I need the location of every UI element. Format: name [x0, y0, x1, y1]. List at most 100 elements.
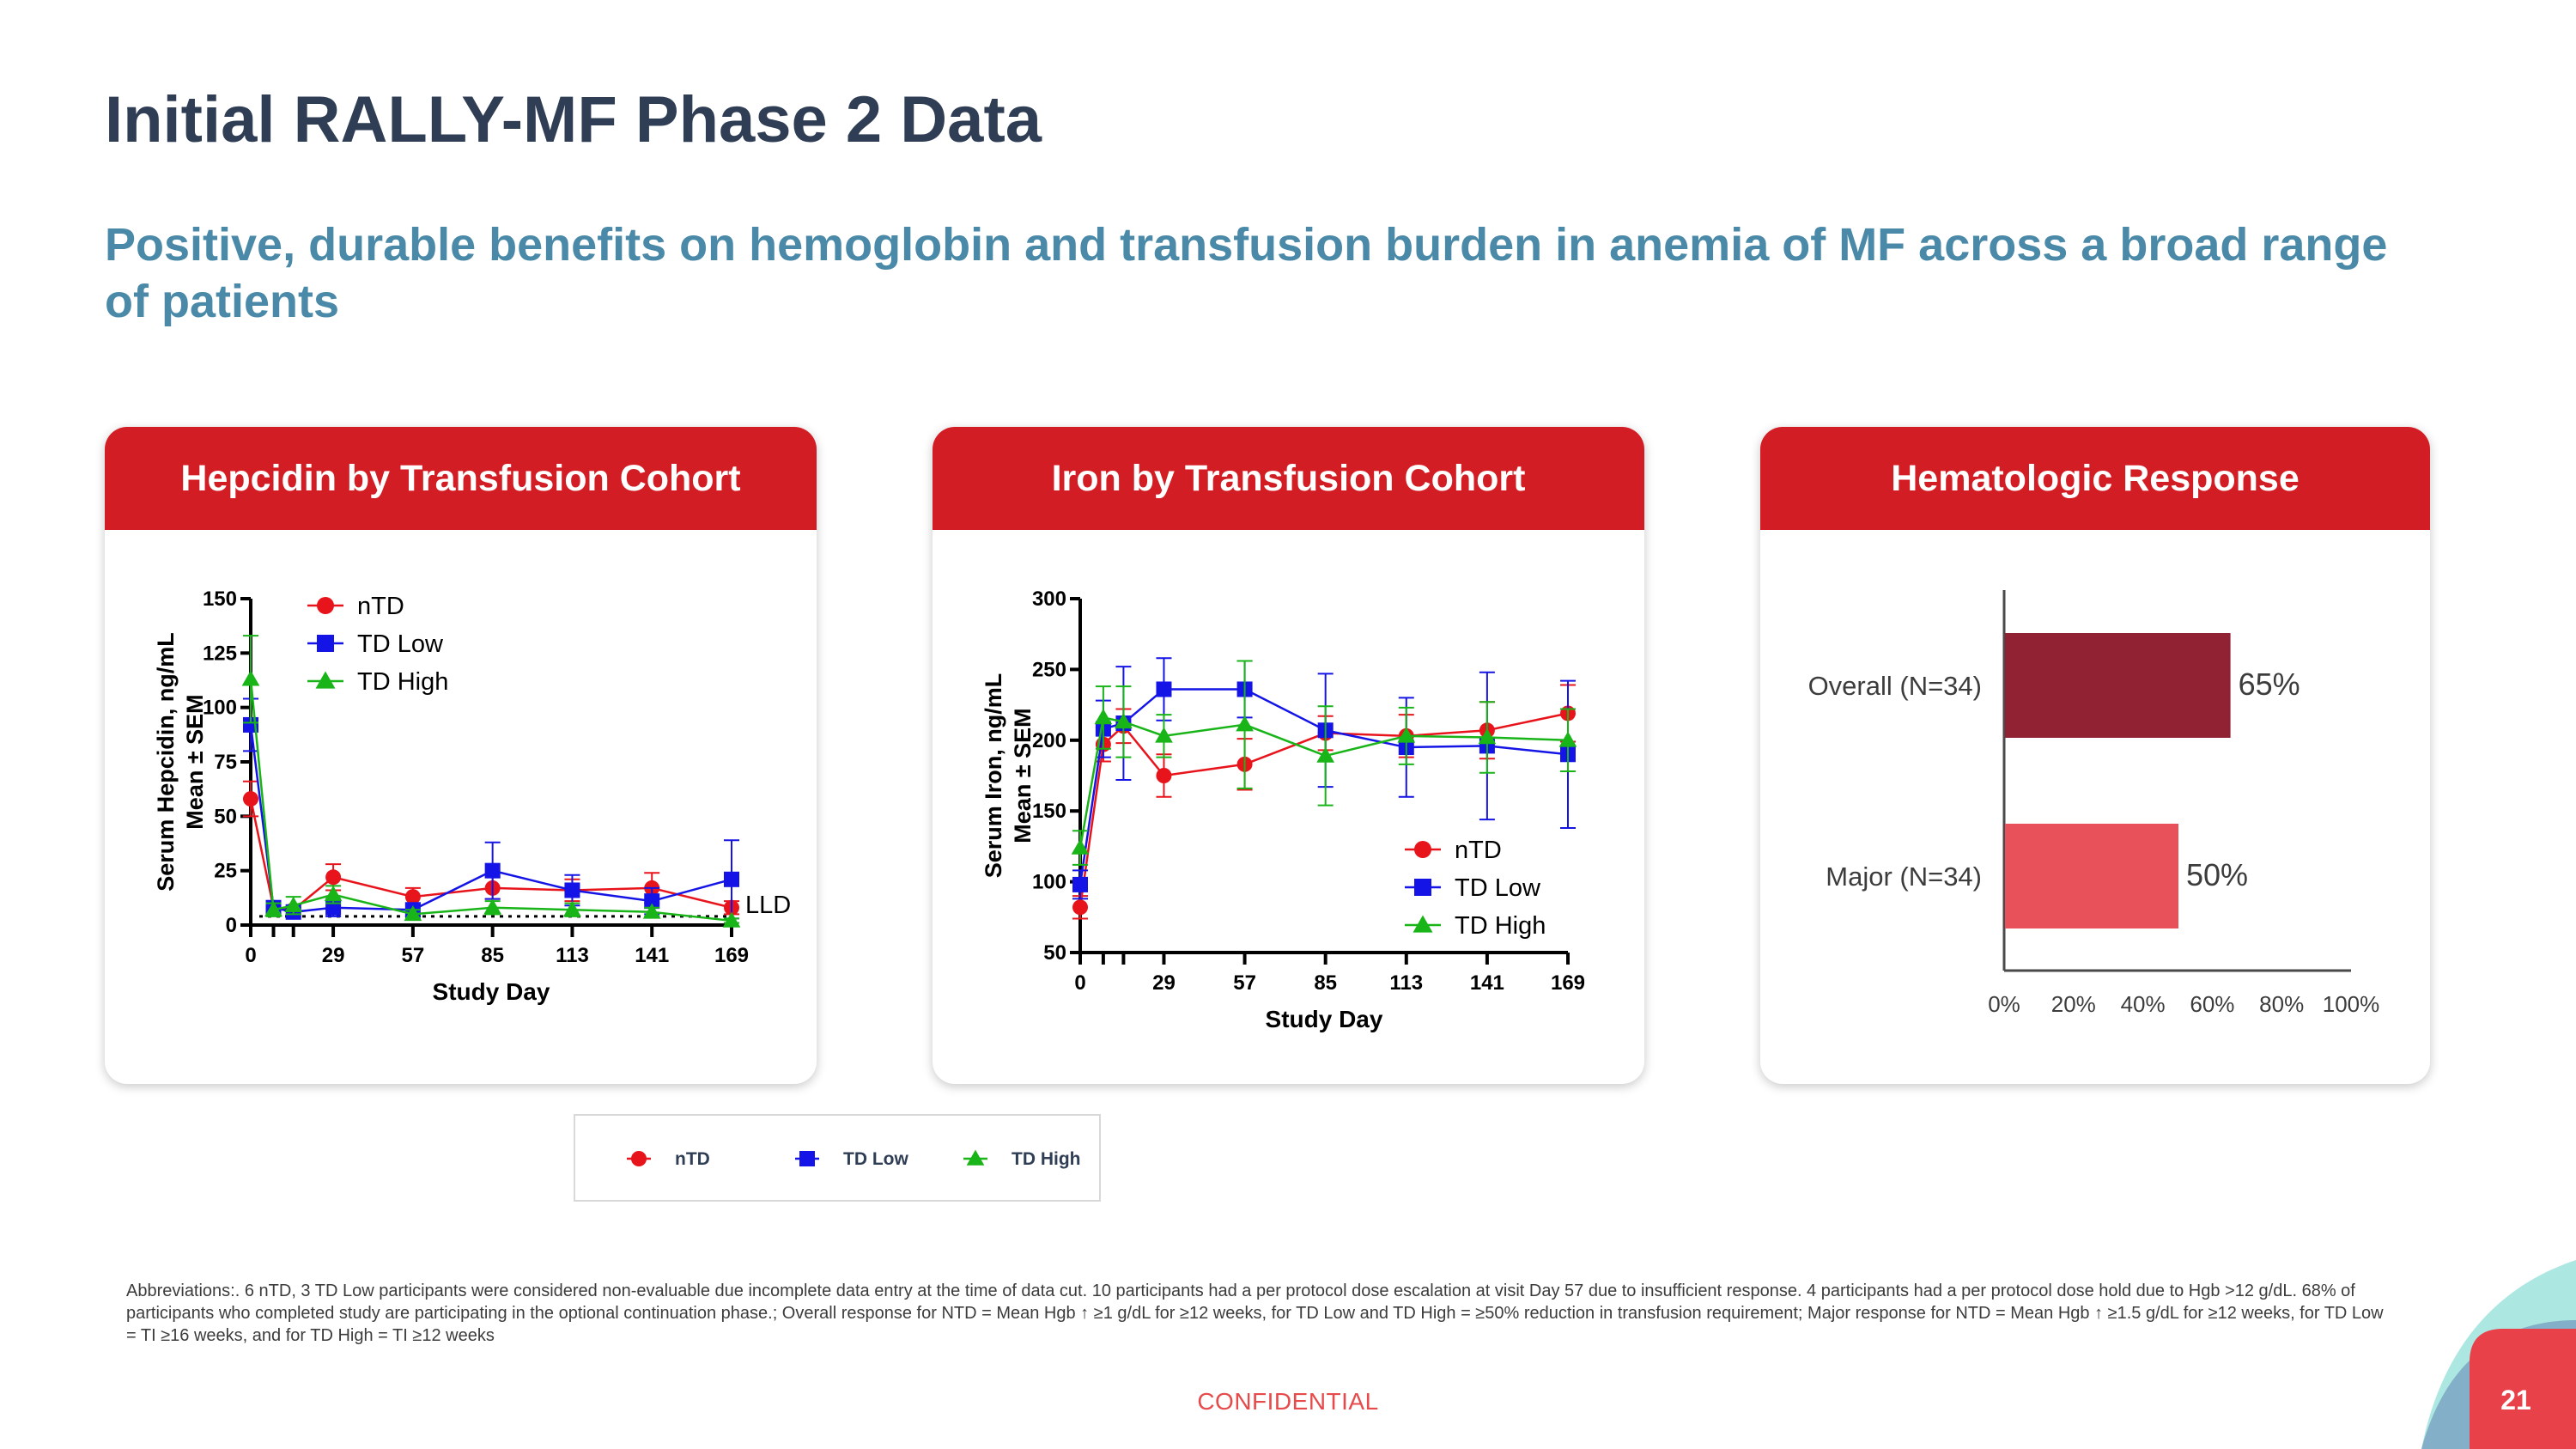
response-x-tick-label: 20% [2051, 991, 2096, 1017]
hepcidin-y-axis-label: Serum Hepcidin, ng/mL [153, 632, 179, 892]
response-major-n-34-category-label: Major (N=34) [1826, 861, 1982, 892]
hepcidin-x-tick-label: 169 [714, 944, 749, 967]
hepcidin-legend-td-high-label: TD High [357, 668, 448, 696]
legend-ntd-label: nTD [675, 1149, 710, 1169]
response-card: Hematologic Response Overall (N=34) 65% Ma… [1760, 427, 2430, 1084]
iron-legend-td-low-marker [1414, 879, 1431, 896]
iron-legend-ntd-marker [1414, 841, 1431, 858]
iron-td-high-point [1094, 709, 1113, 725]
confidential-label: CONFIDENTIAL [1197, 1388, 1379, 1415]
legend-td-high-marker [966, 1149, 985, 1166]
hepcidin-ntd-point [404, 889, 421, 905]
hepcidin-td-high-point [483, 898, 502, 915]
hepcidin-y-tick-label: 50 [214, 805, 237, 828]
hepcidin-td-high-point [324, 886, 343, 902]
hepcidin-legend-ntd-marker [317, 597, 334, 614]
corner-decoration [2421, 1260, 2576, 1449]
iron-y-tick-label: 200 [1032, 729, 1066, 752]
hepcidin-chart: 0 25 50 75 100 125 150 0 29 57 85 113 141 169 Study Da… [153, 588, 791, 1005]
iron-td-high-point [1558, 731, 1577, 747]
iron-y-tick-label: 150 [1032, 800, 1066, 823]
corner-red-shape [2470, 1329, 2576, 1449]
iron-y-tick-label: 300 [1032, 588, 1066, 611]
iron-td-high-point [1397, 727, 1416, 743]
iron-legend-td-high-marker [1413, 915, 1433, 933]
iron-legend-td-low-label: TD Low [1455, 874, 1541, 902]
response-major-n-34-data-label: 50% [2186, 857, 2248, 892]
hepcidin-x-tick-label: 29 [322, 944, 345, 967]
iron-x-tick-label: 29 [1152, 971, 1176, 995]
hepcidin-td-low-point [564, 882, 580, 898]
hepcidin-td-low-point [724, 871, 739, 887]
response-x-tick-label: 100% [2323, 991, 2380, 1017]
hepcidin-legend-td-low-label: TD Low [357, 630, 444, 658]
hepcidin-y-tick-label: 25 [214, 860, 237, 883]
response-x-tick-label: 80% [2259, 991, 2304, 1017]
hepcidin-y-tick-label: 75 [214, 751, 237, 774]
hepcidin-x-tick-label: 0 [245, 944, 256, 967]
iron-y-tick-label: 50 [1043, 941, 1066, 965]
hepcidin-x-tick-label: 141 [635, 944, 669, 967]
iron-x-tick-label: 57 [1233, 971, 1256, 995]
hepcidin-ntd-point [243, 791, 258, 807]
page-number: 21 [2500, 1385, 2531, 1416]
legend-td-high-label: TD High [1012, 1149, 1080, 1169]
hepcidin-x-tick-label: 85 [481, 944, 504, 967]
iron-td-high-point [1071, 838, 1090, 855]
hepcidin-y-tick-label: 125 [203, 642, 237, 665]
shared-legend-graphic: nTD TD Low TD High [627, 1149, 1080, 1169]
iron-y-tick-label: 100 [1032, 871, 1066, 894]
hepcidin-td-high-point [264, 900, 283, 917]
hepcidin-td-high-point [722, 911, 741, 928]
iron-td-high-point [1316, 746, 1335, 763]
iron-td-high-point [1478, 728, 1497, 745]
iron-x-tick-label: 0 [1074, 971, 1085, 995]
page-subtitle: Positive, durable benefits on hemoglobin… [105, 219, 2388, 327]
response-overall-n-34-bar [2005, 633, 2231, 738]
iron-x-tick-label: 113 [1389, 971, 1423, 995]
hepcidin-y-tick-label: 150 [203, 588, 237, 611]
iron-td-low-point [1072, 876, 1088, 892]
hepcidin-ntd-point [325, 869, 342, 886]
hepcidin-legend-td-high-marker [315, 671, 336, 689]
response-x-tick-label: 60% [2190, 991, 2234, 1017]
iron-legend-ntd-label: nTD [1455, 837, 1502, 864]
iron-x-axis-label: Study Day [1266, 1006, 1383, 1032]
legend-td-low-label: TD Low [843, 1149, 908, 1169]
response-x-tick-label: 0% [1988, 991, 2020, 1017]
hepcidin-y-tick-label: 100 [203, 697, 237, 720]
iron-y-axis-label: Mean ± SEM [1010, 708, 1036, 843]
response-x-tick-label: 40% [2121, 991, 2166, 1017]
hepcidin-x-tick-label: 57 [402, 944, 425, 967]
iron-x-tick-label: 141 [1470, 971, 1504, 995]
hepcidin-td-high-point [404, 904, 422, 922]
iron-td-high-point [1236, 715, 1254, 732]
iron-x-tick-label: 85 [1314, 971, 1337, 995]
iron-td-high-point [1115, 713, 1133, 729]
legend-ntd-marker [631, 1151, 647, 1166]
hepcidin-td-high-point [563, 900, 581, 917]
iron-x-tick-label: 169 [1551, 971, 1585, 995]
iron-td-high-point [1155, 727, 1173, 743]
hepcidin-td-high-point [241, 670, 260, 686]
hepcidin-x-tick-label: 113 [556, 944, 589, 967]
iron-ntd-point [1072, 899, 1088, 916]
hepcidin-td-low-point [644, 893, 660, 910]
page-title: Initial RALLY-MF Phase 2 Data [105, 83, 1042, 156]
hepcidin-card-title: Hepcidin by Transfusion Cohort [105, 427, 817, 530]
shared-legend: nTD TD Low TD High [574, 1114, 1101, 1202]
response-major-n-34-bar [2005, 824, 2178, 928]
hepcidin-x-axis-label: Study Day [433, 978, 550, 1005]
hepcidin-td-high-point [642, 903, 661, 919]
hepcidin-lld-label: LLD [745, 892, 791, 919]
iron-y-axis-label: Serum Iron, ng/mL [981, 673, 1006, 879]
hepcidin-legend-td-low-marker [317, 635, 334, 652]
response-chart: Overall (N=34) 65% Major (N=34) 50% 0% 20% 40%… [1808, 590, 2380, 1017]
hepcidin-td-high-point [284, 896, 303, 912]
hepcidin-y-tick-label: 0 [226, 914, 237, 937]
iron-ntd-point [1156, 768, 1172, 783]
legend-td-low-marker [799, 1151, 815, 1166]
iron-card: Iron by Transfusion Cohort 50 100 150 200 25… [933, 427, 1644, 1084]
hepcidin-td-low-point [484, 862, 501, 879]
iron-y-tick-label: 250 [1032, 658, 1066, 681]
